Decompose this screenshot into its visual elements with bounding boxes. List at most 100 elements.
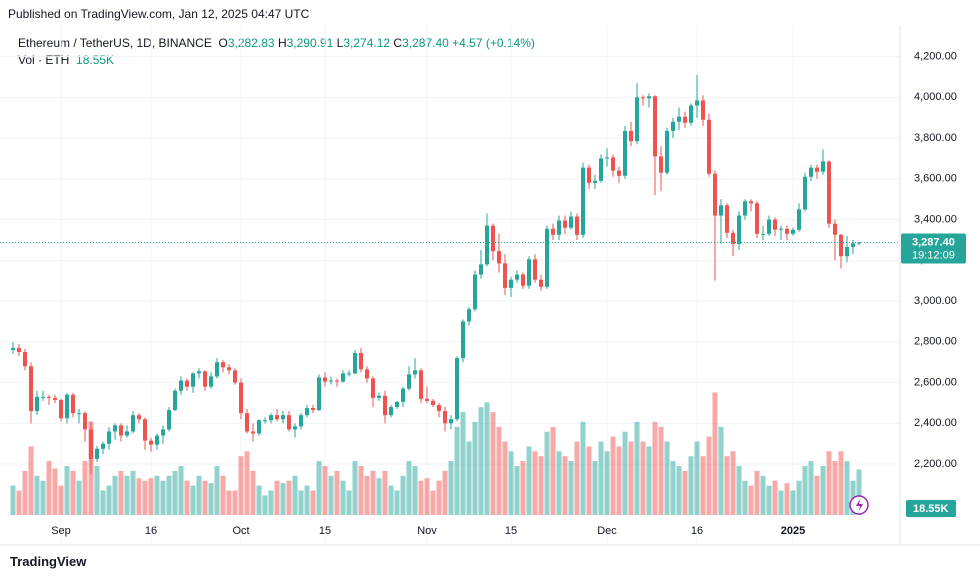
volume-bar bbox=[256, 485, 262, 515]
key: O bbox=[218, 36, 228, 50]
last-price-box bbox=[901, 233, 966, 264]
volume-bar bbox=[664, 441, 670, 515]
volume-bar bbox=[460, 412, 466, 515]
volume-bar bbox=[232, 490, 238, 515]
candle-body bbox=[341, 373, 345, 382]
published: Published on TradingView.com, Jan 12, 20… bbox=[8, 7, 310, 21]
volume-bar bbox=[526, 446, 532, 515]
volume-bar bbox=[670, 461, 676, 515]
volume-bar bbox=[814, 475, 820, 515]
candle-body bbox=[299, 415, 303, 427]
candle-body bbox=[743, 201, 747, 216]
candle-body bbox=[395, 401, 399, 408]
volume-bar bbox=[754, 470, 760, 515]
volume-bar bbox=[142, 480, 148, 515]
candle-body bbox=[95, 448, 99, 459]
candle-body bbox=[827, 161, 831, 224]
volume-bar bbox=[28, 446, 34, 515]
candle-body bbox=[839, 234, 843, 257]
y-tick-label: 3,000.00 bbox=[914, 295, 957, 307]
candle-body bbox=[797, 209, 801, 230]
volume-bar bbox=[22, 470, 28, 515]
candle-body bbox=[533, 259, 537, 280]
candle-body bbox=[239, 382, 243, 414]
x-tick-label: Nov bbox=[417, 525, 437, 537]
candle-body bbox=[257, 420, 261, 434]
candle-body bbox=[815, 167, 819, 172]
candle-body bbox=[317, 377, 321, 411]
x-tick-label: 2025 bbox=[781, 525, 805, 537]
volume-bar bbox=[748, 485, 754, 515]
symbol: Ethereum / TetherUS, 1D, BINANCE bbox=[18, 36, 212, 50]
volume-bar bbox=[118, 470, 124, 515]
candle-body bbox=[377, 395, 381, 398]
y-tick-label: 3,400.00 bbox=[914, 213, 957, 225]
volume-bar bbox=[340, 480, 346, 515]
candle-body bbox=[221, 362, 225, 368]
volume-bar bbox=[160, 480, 166, 515]
candle-body bbox=[17, 347, 21, 353]
volume-bar bbox=[544, 431, 550, 515]
volume-box bbox=[906, 500, 956, 517]
candle-body bbox=[833, 223, 837, 235]
candle-body bbox=[557, 220, 561, 235]
candle-body bbox=[107, 431, 111, 444]
volume-bar bbox=[424, 478, 430, 515]
volume-bar bbox=[454, 426, 460, 515]
candle-body bbox=[731, 232, 735, 245]
volume-bar bbox=[844, 461, 850, 515]
candle-body bbox=[41, 396, 45, 398]
volume-bar bbox=[646, 446, 652, 515]
volume-bar bbox=[676, 466, 682, 515]
volume-bar bbox=[58, 485, 64, 515]
candle-body bbox=[347, 373, 351, 375]
candle-body bbox=[251, 431, 255, 434]
volume-bar bbox=[172, 470, 178, 515]
volume-bar bbox=[856, 469, 862, 515]
volume-label: 18.55K bbox=[913, 503, 949, 515]
volume-bar bbox=[292, 475, 298, 515]
volume-bar bbox=[724, 456, 730, 515]
candle-body bbox=[851, 243, 855, 248]
candle-body bbox=[353, 353, 357, 374]
volume-bar bbox=[148, 478, 154, 515]
close: 3,287.40 bbox=[402, 36, 449, 50]
volume-bar bbox=[268, 490, 274, 515]
candle-body bbox=[35, 396, 39, 412]
key: H bbox=[277, 36, 287, 50]
volume-bar bbox=[466, 441, 472, 515]
volume-bar bbox=[790, 490, 796, 515]
volume-bar bbox=[322, 466, 328, 515]
volume-bar bbox=[712, 392, 718, 515]
volume-bar bbox=[262, 495, 268, 515]
volume-bar bbox=[418, 480, 424, 515]
volume-bar bbox=[592, 461, 598, 515]
volume-bar bbox=[52, 468, 58, 515]
axes: 2,200.00 2,400.00 2,600.00 2,800.00 3,000.00… bbox=[0, 50, 966, 537]
volume-bar bbox=[382, 470, 388, 515]
volume-bar bbox=[658, 426, 664, 515]
volume-bar bbox=[244, 451, 250, 515]
candle-body bbox=[485, 225, 489, 265]
volume-bar bbox=[604, 451, 610, 515]
volume-bar bbox=[802, 466, 808, 515]
candle-body bbox=[47, 396, 51, 398]
candle-body bbox=[263, 420, 267, 422]
candle-body bbox=[227, 367, 231, 371]
volume-bar bbox=[316, 461, 322, 515]
volume-bar bbox=[184, 480, 190, 515]
candle-body bbox=[755, 203, 759, 234]
candle-body bbox=[173, 390, 177, 411]
candle-body bbox=[791, 229, 795, 234]
volume-bar bbox=[502, 441, 508, 515]
candle-body bbox=[281, 415, 285, 420]
volume-bar bbox=[280, 483, 286, 515]
y-tick-label: 4,200.00 bbox=[914, 50, 957, 62]
candle-body bbox=[89, 429, 93, 459]
volume-bar bbox=[166, 475, 172, 515]
countdown: 19:12:09 bbox=[912, 249, 955, 261]
candle-body bbox=[503, 263, 507, 288]
candle-body bbox=[617, 170, 621, 176]
volume-bar bbox=[496, 426, 502, 515]
volume-bar bbox=[484, 402, 490, 515]
